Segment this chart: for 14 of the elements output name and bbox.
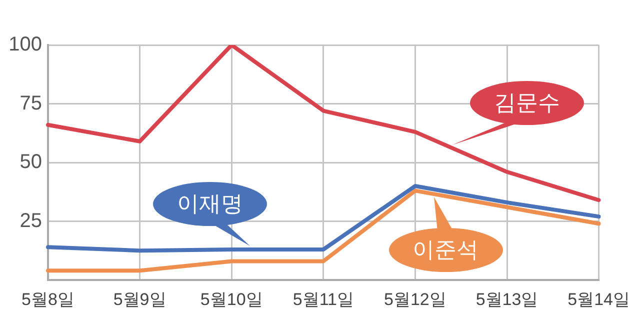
y-tick-label: 25	[20, 210, 42, 232]
y-tick-label: 75	[20, 92, 42, 114]
legend-label: 이준석	[412, 238, 479, 263]
x-tick-label: 5월13일	[476, 290, 538, 309]
x-tick-label: 5월12일	[384, 290, 446, 309]
text: 김문수	[494, 90, 560, 116]
x-tick-label: 5월14일	[568, 290, 630, 309]
x-tick-label: 5월11일	[292, 290, 354, 309]
y-tick-label: 100	[8, 34, 42, 56]
x-tick-label: 5월10일	[200, 290, 263, 309]
y-tick-label: 50	[20, 151, 42, 174]
x-tick-label: 5월8일	[22, 290, 74, 309]
x-tick-label: 5월9일	[113, 290, 166, 309]
series-label: 이재명	[176, 192, 243, 218]
